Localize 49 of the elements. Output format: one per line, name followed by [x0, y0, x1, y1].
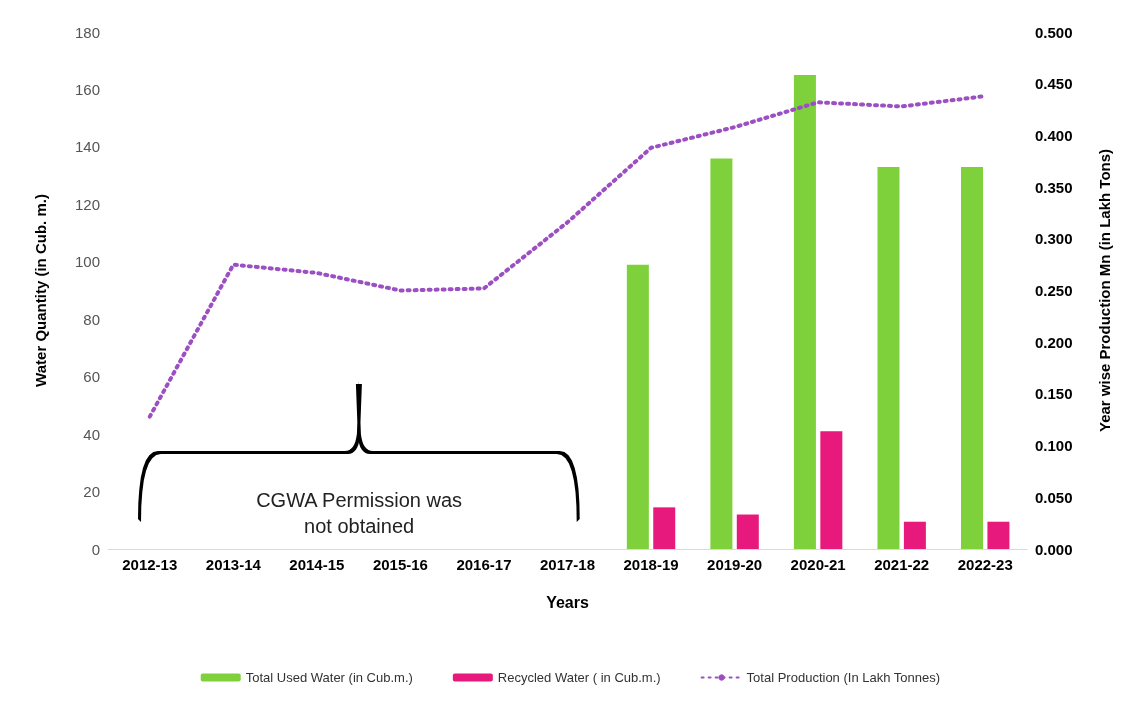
x-tick-label: 2012-13 [122, 556, 178, 573]
bar [877, 166, 900, 549]
x-tick-label: 2019-20 [707, 556, 763, 573]
legend-label: Recycled Water ( in Cub.m.) [497, 670, 661, 685]
y-tick-label: 20 [83, 483, 100, 501]
y-tick-label: 100 [74, 253, 100, 271]
x-tick-label: 2021-22 [874, 556, 930, 573]
y-tick-label: 120 [74, 195, 100, 213]
x-tick-label: 2017-18 [539, 556, 596, 573]
y-tick-label: 140 [74, 138, 100, 156]
y2-tick-label: 0.100 [1035, 437, 1073, 455]
y-axis-title: Water Quantity (in Cub. m.) [32, 194, 49, 387]
bar [987, 521, 1010, 549]
bar [961, 166, 984, 549]
y2-tick-label: 0.250 [1035, 282, 1073, 299]
legend-label: Total Used Water (in Cub.m.) [245, 670, 413, 685]
x-tick-label: 2013-14 [205, 556, 262, 573]
x-tick-label: 2014-15 [289, 556, 345, 573]
bar [653, 507, 676, 549]
y2-tick-label: 0.350 [1035, 178, 1073, 196]
x-tick-label: 2015-16 [372, 556, 428, 573]
x-tick-label: 2020-21 [790, 556, 846, 573]
y2-axis-title: Year wise Production Mn (in Lakh Tons) [1096, 148, 1113, 433]
bar [736, 514, 759, 549]
y-tick-label: 160 [74, 80, 100, 98]
y2-tick-label: 0.200 [1035, 333, 1073, 351]
bar [903, 521, 926, 549]
bar [710, 158, 733, 549]
y-tick-label: 80 [83, 310, 100, 328]
x-tick-label: 2022-23 [957, 556, 1013, 573]
y-tick-label: 60 [83, 368, 100, 386]
y2-tick-label: 0.050 [1035, 488, 1073, 506]
y-tick-label: 40 [83, 425, 100, 443]
y2-tick-label: 0.450 [1035, 75, 1073, 93]
bar [793, 75, 816, 549]
y-tick-label: 0 [91, 540, 100, 558]
bar [820, 431, 843, 549]
y2-tick-label: 0.000 [1035, 540, 1073, 558]
annotation: CGWA Permission was not obtained [255, 488, 464, 539]
y2-tick-label: 0.400 [1035, 126, 1073, 144]
x-axis-title: Years [546, 593, 589, 611]
x-tick-label: 2016-17 [456, 556, 512, 573]
y2-tick-label: 0.150 [1035, 385, 1073, 403]
y-tick-label: 180 [74, 23, 100, 41]
y2-tick-label: 0.500 [1035, 23, 1073, 41]
x-tick-label: 2018-19 [623, 556, 679, 573]
legend-label: Total Production (In Lakh Tonnes) [746, 670, 941, 685]
y2-tick-label: 0.300 [1035, 230, 1073, 248]
bar [626, 264, 649, 549]
